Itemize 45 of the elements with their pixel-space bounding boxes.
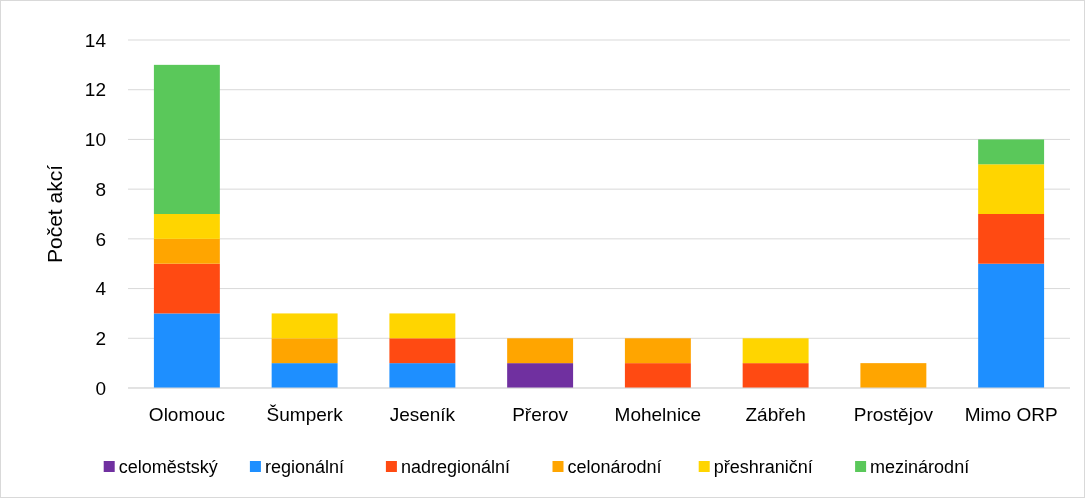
bar <box>153 214 220 239</box>
legend-label: mezinárodní <box>870 457 970 478</box>
bar <box>742 363 809 388</box>
y-tick-label: 4 <box>95 278 107 300</box>
bar <box>271 363 338 388</box>
bar <box>153 313 220 388</box>
bar <box>507 338 574 364</box>
bar <box>271 338 338 364</box>
bar <box>742 338 809 364</box>
y-tick-label: 12 <box>84 79 106 101</box>
x-tick-label: Přerov <box>512 404 569 425</box>
x-tick-label: Zábřeh <box>745 404 806 425</box>
legend-label: nadregionální <box>400 457 510 478</box>
x-tick-label: Mohelnice <box>614 404 702 425</box>
bar <box>624 338 691 364</box>
bar <box>978 139 1045 165</box>
x-tick-label: Mimo ORP <box>964 404 1058 425</box>
y-tick-label: 10 <box>84 129 106 151</box>
bar <box>153 238 220 264</box>
bar <box>389 338 456 364</box>
x-tick-label: Olomouc <box>148 404 225 425</box>
bar <box>389 363 456 388</box>
x-tick-label: Jeseník <box>389 404 456 425</box>
bar <box>507 363 574 388</box>
bar <box>271 313 338 339</box>
bar <box>860 363 927 388</box>
bar <box>978 164 1045 214</box>
bar <box>978 214 1045 264</box>
legend-label: přeshraniční <box>713 457 813 478</box>
y-axis-title: Počet akcí <box>43 164 66 264</box>
legend-label: regionální <box>264 457 344 478</box>
x-tick-label: Šumperk <box>266 404 344 425</box>
y-tick-label: 2 <box>95 327 106 349</box>
bar <box>978 263 1045 388</box>
bar <box>389 313 456 339</box>
legend-label: celoměstský <box>118 457 218 478</box>
y-tick-label: 0 <box>95 377 106 399</box>
bar <box>624 363 691 388</box>
x-tick-label: Prostějov <box>853 404 934 425</box>
y-tick-label: 14 <box>84 29 107 51</box>
y-tick-label: 8 <box>95 178 106 200</box>
bar <box>153 64 220 214</box>
legend-label: celonárodní <box>567 457 662 478</box>
y-tick-label: 6 <box>95 228 106 250</box>
bar <box>153 263 220 314</box>
